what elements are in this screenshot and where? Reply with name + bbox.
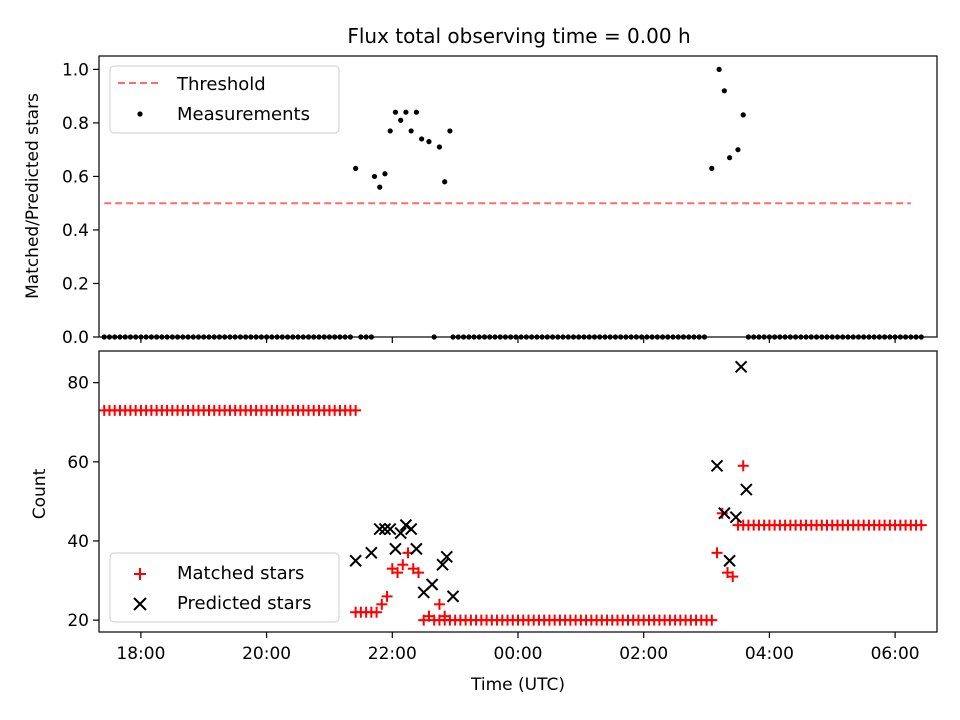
predicted-star-point (349, 554, 362, 567)
measurement-point (726, 155, 733, 161)
matched-star-point (350, 404, 362, 416)
measurement-point (398, 117, 404, 123)
predicted-star-point (446, 590, 460, 603)
count-panel: Count 20 40 60 80 18:00 20:00 22:00 00:00 02:00… (30, 350, 938, 695)
measurement-point (413, 109, 419, 115)
measurement-point (442, 179, 448, 185)
legend-predicted-swatch (133, 597, 147, 611)
measurement-point (735, 147, 741, 153)
measurement-point (426, 139, 432, 145)
x-tick-label: 02:00 (619, 644, 668, 664)
x-tick-label: 00:00 (494, 644, 543, 664)
measurement-point (408, 128, 414, 134)
measurement-point (371, 173, 378, 180)
measurement-point (447, 128, 453, 134)
count-y-ticks: 20 40 60 80 (67, 374, 99, 631)
predicted-star-point (373, 522, 386, 536)
measurement-point (740, 112, 746, 118)
predicted-star-point (394, 526, 407, 540)
x-tick-label: 20:00 (242, 644, 291, 664)
y-tick-label: 0.6 (62, 167, 89, 187)
predicted-star-point (718, 507, 731, 520)
matched-star-point (915, 519, 927, 531)
predicted-star-point (383, 522, 397, 536)
x-tick-label: 22:00 (368, 644, 417, 664)
matched-star-point (706, 614, 718, 626)
predicted-star-point (378, 522, 392, 536)
measurement-point (353, 165, 359, 171)
matched-star-point (737, 460, 749, 472)
measurement-point (377, 184, 383, 190)
measurement-point (387, 128, 393, 134)
predicted-star-point (365, 546, 378, 560)
y-tick-label: 20 (67, 611, 89, 631)
measurement-point (716, 66, 722, 72)
legend-matched-swatch (134, 568, 146, 580)
measurement-point (436, 144, 443, 150)
y-tick-label: 40 (67, 532, 89, 552)
matched-star-point (433, 598, 445, 610)
ratio-plot-area (101, 66, 924, 340)
matched-star-point (423, 610, 435, 622)
y-tick-label: 0.4 (62, 221, 89, 241)
matched-star-point (711, 547, 723, 559)
predicted-star-point (410, 542, 423, 556)
measurement-point (709, 165, 715, 171)
predicted-star-point (710, 459, 724, 472)
measurement-point (403, 109, 409, 115)
count-plot-area (98, 360, 927, 626)
figure-title: Flux total observing time = 0.00 h (347, 24, 690, 48)
ratio-panel: Matched/Predicted stars 0.0 0.2 0.4 0.6 0.8 1… (23, 55, 938, 348)
matched-star-point (716, 507, 728, 519)
matched-star-point (376, 598, 388, 610)
predicted-star-point (440, 550, 453, 564)
y-tick-label: 60 (67, 453, 89, 473)
y-tick-label: 0.8 (62, 114, 89, 134)
x-tick-label: 04:00 (745, 644, 794, 664)
y-tick-label: 1.0 (62, 60, 89, 80)
predicted-star-point (436, 558, 449, 571)
x-tick-label: 18:00 (116, 644, 165, 664)
matched-star-point (392, 567, 404, 579)
legend-measurements-swatch (137, 111, 143, 117)
matched-star-point (439, 610, 451, 622)
count-legend: Matched stars Predicted stars (109, 552, 340, 623)
measurement-point (419, 136, 425, 142)
legend-matched-label: Matched stars (177, 563, 304, 584)
predicted-star-point (425, 578, 439, 591)
ratio-y-ticks: 0.0 0.2 0.4 0.6 0.8 1.0 (62, 60, 99, 348)
predicted-star-point (740, 483, 753, 496)
predicted-star-point (734, 360, 748, 374)
count-x-ticks: 18:00 20:00 22:00 00:00 02:00 04:00 06:00 (116, 632, 920, 664)
ratio-y-axis-label: Matched/Predicted stars (23, 93, 43, 299)
count-axes-frame (98, 350, 938, 633)
y-tick-label: 0.0 (62, 328, 89, 348)
matched-star-point (381, 590, 393, 602)
count-y-axis-label: Count (30, 468, 50, 519)
predicted-star-point (389, 542, 402, 556)
y-tick-label: 0.2 (62, 274, 89, 294)
y-tick-label: 80 (67, 374, 89, 394)
predicted-star-point (404, 522, 418, 536)
x-tick-label: 06:00 (871, 644, 920, 664)
matched-star-point (397, 559, 409, 571)
ratio-legend: Threshold Measurements (109, 65, 340, 134)
ratio-legend-box (109, 65, 340, 134)
matched-star-point (371, 606, 383, 618)
x-axis-label: Time (UTC) (470, 675, 565, 695)
legend-threshold-label: Threshold (176, 74, 266, 95)
legend-measurements-label: Measurements (177, 104, 310, 125)
matched-star-point (727, 571, 739, 583)
predicted-star-point (723, 554, 736, 567)
predicted-star-point (729, 511, 743, 524)
legend-predicted-label: Predicted stars (177, 593, 311, 614)
matched-star-point (412, 567, 424, 579)
measurement-point (382, 171, 388, 177)
measurement-point (392, 109, 399, 115)
measurement-point (721, 88, 727, 94)
ratio-axes-frame (98, 55, 938, 338)
count-legend-box (109, 552, 340, 623)
